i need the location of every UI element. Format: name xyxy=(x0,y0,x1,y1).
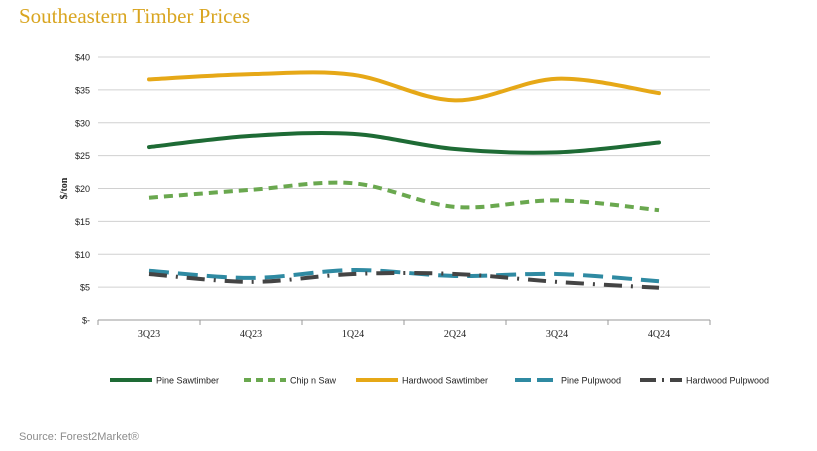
source-note: Source: Forest2Market® xyxy=(19,431,139,443)
y-tick-label: $20 xyxy=(75,184,90,194)
legend-label-hardwood-pulpwood: Hardwood Pulpwood xyxy=(686,376,769,386)
x-tick-label: 2Q24 xyxy=(444,329,466,340)
series-line-chip-n-saw xyxy=(148,180,660,213)
legend-label-chip-n-saw: Chip n Saw xyxy=(290,376,337,386)
legend-label-hardwood-sawtimber: Hardwood Sawtimber xyxy=(402,376,488,386)
y-tick-label: $- xyxy=(82,316,90,326)
series-line-pine-sawtimber xyxy=(147,130,661,155)
y-tick-label: $30 xyxy=(75,118,90,128)
x-tick-label: 3Q24 xyxy=(546,329,568,340)
axes: $- $5 $10 $15 $20 $25 $30 $35 $40 3Q23 4Q23 1Q24 2Q2… xyxy=(59,53,711,340)
gridlines xyxy=(98,56,710,288)
y-tick-label: $40 xyxy=(75,53,90,63)
y-tick-label: $10 xyxy=(75,250,90,260)
y-axis-label: $/ton xyxy=(59,177,70,199)
series-lines xyxy=(147,70,661,290)
legend-label-pine-pulpwood: Pine Pulpwood xyxy=(561,376,621,386)
series-line-pine-pulpwood xyxy=(148,268,660,284)
x-tick-label: 4Q23 xyxy=(240,329,262,340)
y-tick-label: $25 xyxy=(75,151,90,161)
x-tick-label: 4Q24 xyxy=(648,329,670,340)
chart-title: Southeastern Timber Prices xyxy=(19,4,250,28)
series-line-hardwood-pulpwood xyxy=(148,270,660,290)
y-tick-label: $5 xyxy=(80,283,90,293)
x-tick-label: 3Q23 xyxy=(138,329,160,340)
x-tick-label: 1Q24 xyxy=(342,329,364,340)
y-tick-label: $15 xyxy=(75,217,90,227)
legend: Pine Sawtimber Chip n Saw Hardwood Sawtimb… xyxy=(110,376,769,386)
legend-label-pine-sawtimber: Pine Sawtimber xyxy=(156,376,219,386)
series-line-hardwood-sawtimber xyxy=(147,70,661,103)
y-tick-label: $35 xyxy=(75,85,90,95)
